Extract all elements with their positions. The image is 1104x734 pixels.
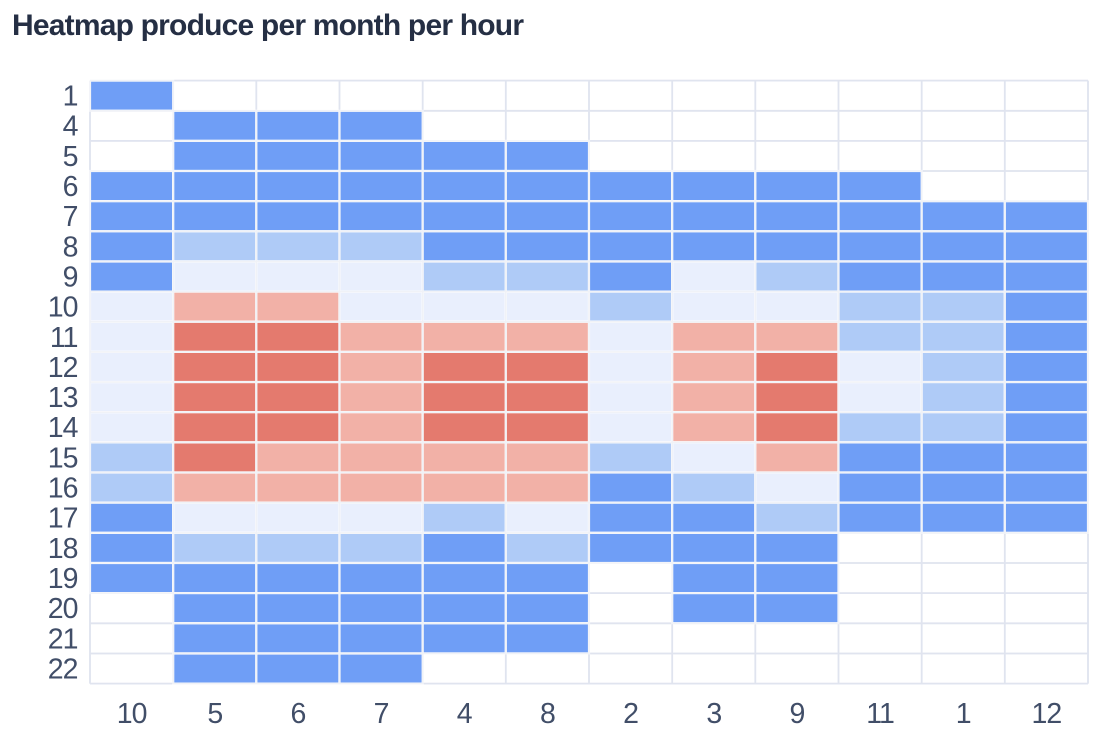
- svg-text:9: 9: [789, 698, 804, 730]
- svg-text:5: 5: [63, 141, 78, 173]
- svg-text:3: 3: [706, 698, 721, 730]
- svg-text:8: 8: [63, 231, 78, 263]
- svg-text:7: 7: [63, 201, 78, 233]
- svg-text:22: 22: [48, 653, 78, 685]
- svg-text:17: 17: [48, 503, 78, 535]
- svg-text:12: 12: [1032, 698, 1062, 730]
- svg-text:Heatmap produce per month per: Heatmap produce per month per hour: [12, 9, 524, 42]
- svg-text:4: 4: [457, 698, 473, 730]
- svg-text:15: 15: [48, 442, 78, 474]
- svg-text:5: 5: [207, 698, 222, 730]
- svg-text:9: 9: [63, 262, 78, 294]
- svg-text:8: 8: [540, 698, 555, 730]
- svg-text:20: 20: [48, 593, 78, 625]
- svg-text:4: 4: [63, 111, 79, 143]
- svg-text:16: 16: [48, 473, 78, 505]
- svg-text:10: 10: [48, 292, 78, 324]
- svg-text:14: 14: [48, 412, 79, 444]
- svg-text:6: 6: [290, 698, 305, 730]
- svg-text:18: 18: [48, 533, 78, 565]
- svg-text:2: 2: [623, 698, 638, 730]
- svg-text:6: 6: [63, 171, 78, 203]
- svg-text:21: 21: [48, 623, 78, 655]
- svg-text:7: 7: [374, 698, 389, 730]
- svg-text:13: 13: [48, 382, 78, 414]
- svg-text:12: 12: [48, 352, 78, 384]
- svg-text:19: 19: [48, 563, 78, 595]
- svg-text:1: 1: [956, 698, 971, 730]
- svg-text:11: 11: [866, 698, 894, 730]
- svg-text:11: 11: [50, 322, 78, 354]
- svg-text:1: 1: [63, 81, 78, 113]
- svg-text:10: 10: [117, 698, 147, 730]
